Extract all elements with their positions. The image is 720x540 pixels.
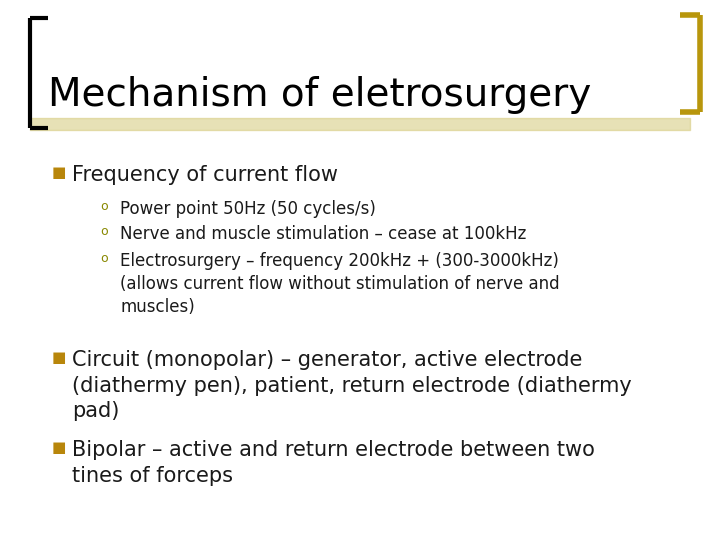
Text: Electrosurgery – frequency 200kHz + (300-3000kHz)
(allows current flow without s: Electrosurgery – frequency 200kHz + (300… — [120, 252, 559, 316]
Text: o: o — [100, 225, 107, 238]
Text: Mechanism of eletrosurgery: Mechanism of eletrosurgery — [48, 76, 591, 114]
Text: o: o — [100, 200, 107, 213]
Text: Power point 50Hz (50 cycles/s): Power point 50Hz (50 cycles/s) — [120, 200, 376, 218]
Text: Nerve and muscle stimulation – cease at 100kHz: Nerve and muscle stimulation – cease at … — [120, 225, 526, 243]
Text: ■: ■ — [52, 350, 66, 365]
Text: Bipolar – active and return electrode between two
tines of forceps: Bipolar – active and return electrode be… — [72, 440, 595, 485]
Text: Frequency of current flow: Frequency of current flow — [72, 165, 338, 185]
Text: ■: ■ — [52, 440, 66, 455]
Text: ■: ■ — [52, 165, 66, 180]
Text: o: o — [100, 252, 107, 265]
Text: Circuit (monopolar) – generator, active electrode
(diathermy pen), patient, retu: Circuit (monopolar) – generator, active … — [72, 350, 631, 421]
